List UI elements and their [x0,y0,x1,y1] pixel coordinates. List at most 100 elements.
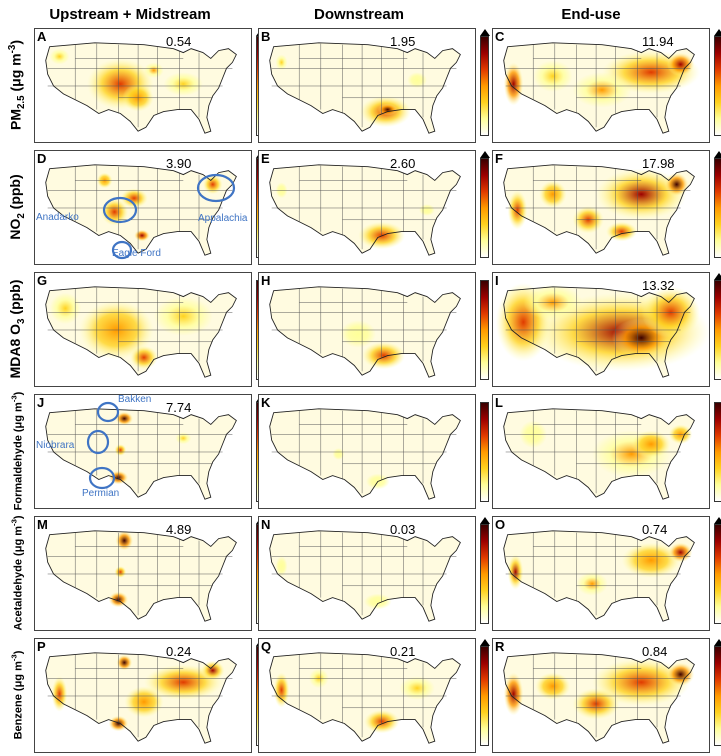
map-j [34,394,252,509]
panel-letter: D [37,151,47,166]
concentration-hotspot [507,190,528,230]
panel-total-value: 0.54 [166,34,192,49]
panel-total-value: 13.32 [642,278,675,293]
panel-d: D 3.90 [34,150,252,265]
row-label: PM2.5 (μg m-3) [7,25,27,145]
us-outline [269,286,461,378]
concentration-hotspot [572,72,632,108]
row-label-superscript: -3 [6,44,18,54]
panel-c: C 11.94 [492,28,710,143]
map-c [492,28,710,143]
concentration-hotspot [124,686,164,718]
row-label-unit: (ppb) [7,174,24,214]
us-outline [269,164,461,256]
concentration-hotspot [116,654,133,671]
concentration-hotspot [115,411,134,426]
row-label-superscript: -3 [9,395,19,403]
row-label-unit-end: ) [12,650,25,655]
panel-letter: K [261,395,271,410]
row-label: MDA8 O3 (ppb) [7,269,27,389]
state-borders [505,287,691,372]
concentration-hotspot [49,48,70,65]
concentration-hotspot [108,715,129,732]
us-outline [503,164,695,256]
map-i [492,272,710,387]
concentration-hotspot [275,556,288,576]
panel-letter: B [261,29,271,44]
concentration-hotspot [533,60,573,92]
concentration-hotspot [592,658,691,706]
concentration-hotspot [503,672,524,716]
heatmap-svg [45,530,237,622]
panel-letter: C [495,29,505,44]
row-label-subscript: 3 [15,318,27,324]
basin-ring [86,429,110,455]
map-d [34,150,252,265]
panel-l: L [492,394,710,509]
heatmap-svg [269,652,461,744]
state-borders [47,653,233,738]
us-outline [269,408,461,500]
concentration-hotspot [596,168,687,220]
us-land [269,408,461,500]
concentration-hotspot [539,180,567,208]
concentration-hotspot [115,530,134,551]
us-outline [503,42,695,134]
row-label-unit-end: ) [12,515,25,520]
us-outline [45,530,237,622]
heatmap-svg [269,164,461,256]
panel-letter: J [37,395,45,410]
panel-h: H [258,272,476,387]
panel-total-value: 0.03 [390,522,416,537]
basin-label: Bakken [118,394,152,405]
panel-letter: O [495,517,506,532]
concentration-hotspot [143,62,164,79]
panel-total-value: 2.60 [390,156,416,171]
us-outline [45,164,237,256]
heatmap-svg [495,282,709,378]
state-borders [271,43,457,128]
panel-b: B 1.95 [258,28,476,143]
colorbar [714,402,721,502]
row-label-unit: (μg m [12,525,25,559]
basin-ring [111,240,133,260]
panel-total-value: 4.89 [166,522,192,537]
panel-o: O 0.74 [492,516,710,631]
concentration-hotspot [114,566,127,578]
concentration-hotspot [503,62,524,106]
row-label-main: NO [7,218,24,240]
basin-label: Niobrara [36,440,75,451]
basin-ring-ellipse [88,466,116,490]
heatmap-svg [45,164,237,256]
concentration-hotspot [666,52,695,77]
us-outline [45,652,237,744]
us-land [269,530,461,622]
heatmap-svg [269,408,461,500]
basin-ring [96,401,120,423]
basin-ring [102,196,138,224]
panel-i: I 13.32 [492,272,710,387]
colorbar-extend-arrow [479,29,490,36]
column-title: End-use [561,6,621,23]
panel-k: K [258,394,476,509]
panel-g: G [34,272,252,387]
map-l [492,394,710,509]
colorbar [714,36,721,136]
row-label-main: PM [7,109,24,131]
map-k [258,394,476,509]
row-label-unit: (μg m [7,53,24,96]
basin-ring-ellipse [102,196,138,224]
concentration-hotspot [130,345,158,370]
map-m [34,516,252,631]
heatmap-svg [269,530,461,622]
heatmap-svg [45,286,237,378]
concentration-hotspot [340,320,376,348]
concentration-hotspot [535,672,571,700]
us-outline [503,286,695,378]
colorbar [480,524,489,624]
panel-letter: P [37,639,46,654]
map-a [34,28,252,143]
panel-letter: Q [261,639,272,654]
panel-total-value: 11.94 [642,34,674,49]
panel-total-value: 0.21 [390,644,416,659]
